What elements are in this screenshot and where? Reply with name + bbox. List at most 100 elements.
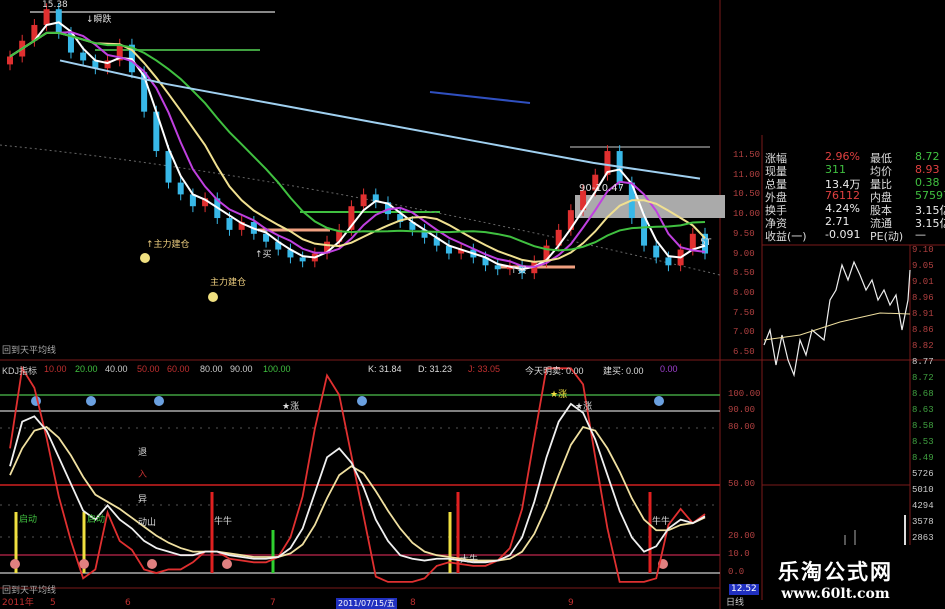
info-value: 0.38 — [915, 176, 940, 189]
candle-down — [409, 221, 416, 230]
candle-down — [433, 237, 440, 246]
intraday-tick: 8.77 — [912, 357, 934, 367]
info-value: 8.93 — [915, 163, 940, 176]
candle-up — [336, 229, 343, 242]
kdj-tick: 0.0 — [728, 567, 745, 577]
star-label: ★涨 — [575, 402, 593, 412]
ma30-line — [9, 31, 706, 252]
ma-lines — [9, 21, 706, 271]
info-label: 量比 — [870, 178, 892, 191]
candle-up — [202, 198, 209, 207]
info-label: 换手 — [765, 204, 787, 217]
info-value: 4.24% — [825, 202, 860, 215]
t-mark-label: 5T — [700, 238, 712, 248]
d-value: D: 31.23 — [418, 364, 453, 374]
kdj-name[interactable]: KDJ指标 — [2, 366, 38, 376]
price-tick: 6.50 — [733, 347, 755, 357]
bottom-dot — [222, 559, 232, 569]
intraday-tick: 8.53 — [912, 437, 934, 447]
kdj-level: 100.00 — [263, 364, 291, 374]
k-value: K: 31.84 — [368, 364, 402, 374]
trend-line-blue — [429, 91, 531, 104]
candle-up — [567, 210, 574, 230]
candle-down — [177, 182, 184, 195]
intraday-tick: 8.58 — [912, 421, 934, 431]
info-label: 流通 — [870, 217, 892, 230]
big-bull-label: 大牛 — [460, 555, 479, 565]
info-label: 现量 — [765, 165, 787, 178]
candle-up — [238, 221, 245, 230]
candle-down — [653, 245, 660, 258]
info-label: 净资 — [765, 217, 787, 230]
range-label: 90-10.47 — [579, 183, 624, 194]
info-label: 均价 — [870, 165, 892, 178]
intraday-tick: 9.05 — [912, 261, 934, 271]
bottom-title: 回到天平均线 — [2, 586, 57, 596]
signal-dot — [154, 396, 164, 406]
date-month: 5 — [50, 598, 56, 608]
info-label: 外盘 — [765, 191, 787, 204]
watermark-url: www.60lt.com — [781, 586, 890, 602]
ma-long-line — [59, 59, 701, 180]
build-position-label-2: 主力建仓 — [210, 278, 247, 288]
intraday-tick: 5726 — [912, 469, 934, 479]
date-month: 7 — [270, 598, 276, 608]
candle-down — [165, 151, 172, 183]
kdj-level: 90.00 — [230, 364, 253, 374]
signal-dot — [654, 396, 664, 406]
info-value: 8.72 — [915, 150, 940, 163]
start-label: 启动 — [19, 515, 38, 525]
date-year: 2011年 — [2, 598, 34, 608]
bull-label: 牛牛 — [652, 517, 671, 527]
intraday-tick: 8.72 — [912, 373, 934, 383]
abnormal-label: 异 — [138, 495, 148, 505]
intraday-volume — [844, 515, 906, 545]
date-month: 6 — [125, 598, 131, 608]
candle-down — [153, 111, 160, 152]
build-position-label: ↑主力建仓 — [146, 240, 190, 250]
info-label: 内盘 — [870, 191, 892, 204]
signal-dot — [357, 396, 367, 406]
candle-down — [226, 218, 233, 230]
info-label: PE(动) — [870, 230, 904, 243]
intraday-tick: 8.86 — [912, 325, 934, 335]
info-value: 57597 — [915, 189, 945, 202]
kdj-level: 50.00 — [137, 364, 160, 374]
candle-down — [421, 229, 428, 238]
intraday-avg-line — [763, 312, 911, 341]
indicator-title: 回到天平均线 — [2, 346, 57, 356]
candle-down — [702, 233, 708, 254]
intraday-tick: 5010 — [912, 485, 934, 495]
kdj-tick: 90.00 — [728, 405, 756, 415]
kdj-level: 80.00 — [200, 364, 223, 374]
info-value: -0.091 — [825, 228, 861, 241]
period-tab[interactable]: 日线 — [726, 598, 745, 608]
intraday-tick: 8.63 — [912, 405, 934, 415]
price-tick: 9.00 — [733, 248, 755, 259]
date-month: 8 — [410, 598, 416, 608]
candle-down — [67, 32, 74, 53]
candle-up — [7, 56, 13, 65]
kdj-tick: 100.00 — [728, 389, 761, 399]
enter-label: 入 — [138, 470, 148, 480]
candle-up — [580, 190, 587, 211]
candle-up — [360, 194, 367, 207]
intraday-tick: 8.49 — [912, 453, 934, 463]
buy-value: 建买: 0.00 — [603, 366, 644, 376]
today-sell-value: 今天明卖: 0.00 — [525, 366, 584, 376]
cursor-date: 2011/07/15/五 — [336, 598, 397, 609]
candle-up — [116, 44, 123, 61]
intraday-price-line — [763, 260, 911, 378]
info-value: 2.96% — [825, 150, 860, 163]
intraday-tick: 8.91 — [912, 309, 934, 319]
info-label: 最低 — [870, 152, 892, 165]
intraday-tick: 9.01 — [912, 277, 934, 287]
candle-up — [458, 249, 465, 254]
candle-down — [665, 257, 672, 266]
intraday-tick: 9.10 — [912, 245, 934, 255]
price-tick: 9.50 — [733, 228, 755, 239]
dotted-ma — [0, 144, 721, 276]
intraday-tick: 2863 — [912, 533, 934, 543]
star-label: ★涨 — [282, 402, 300, 412]
